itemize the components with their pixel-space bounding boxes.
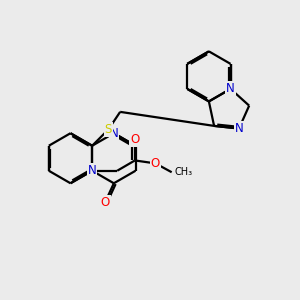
Text: CH₃: CH₃ [174,167,192,177]
Text: O: O [130,133,140,146]
Text: N: N [110,127,118,140]
Text: N: N [88,164,97,177]
Text: N: N [226,82,235,95]
Text: S: S [105,123,112,136]
Text: O: O [151,157,160,170]
Text: N: N [235,122,243,135]
Text: O: O [100,196,109,209]
